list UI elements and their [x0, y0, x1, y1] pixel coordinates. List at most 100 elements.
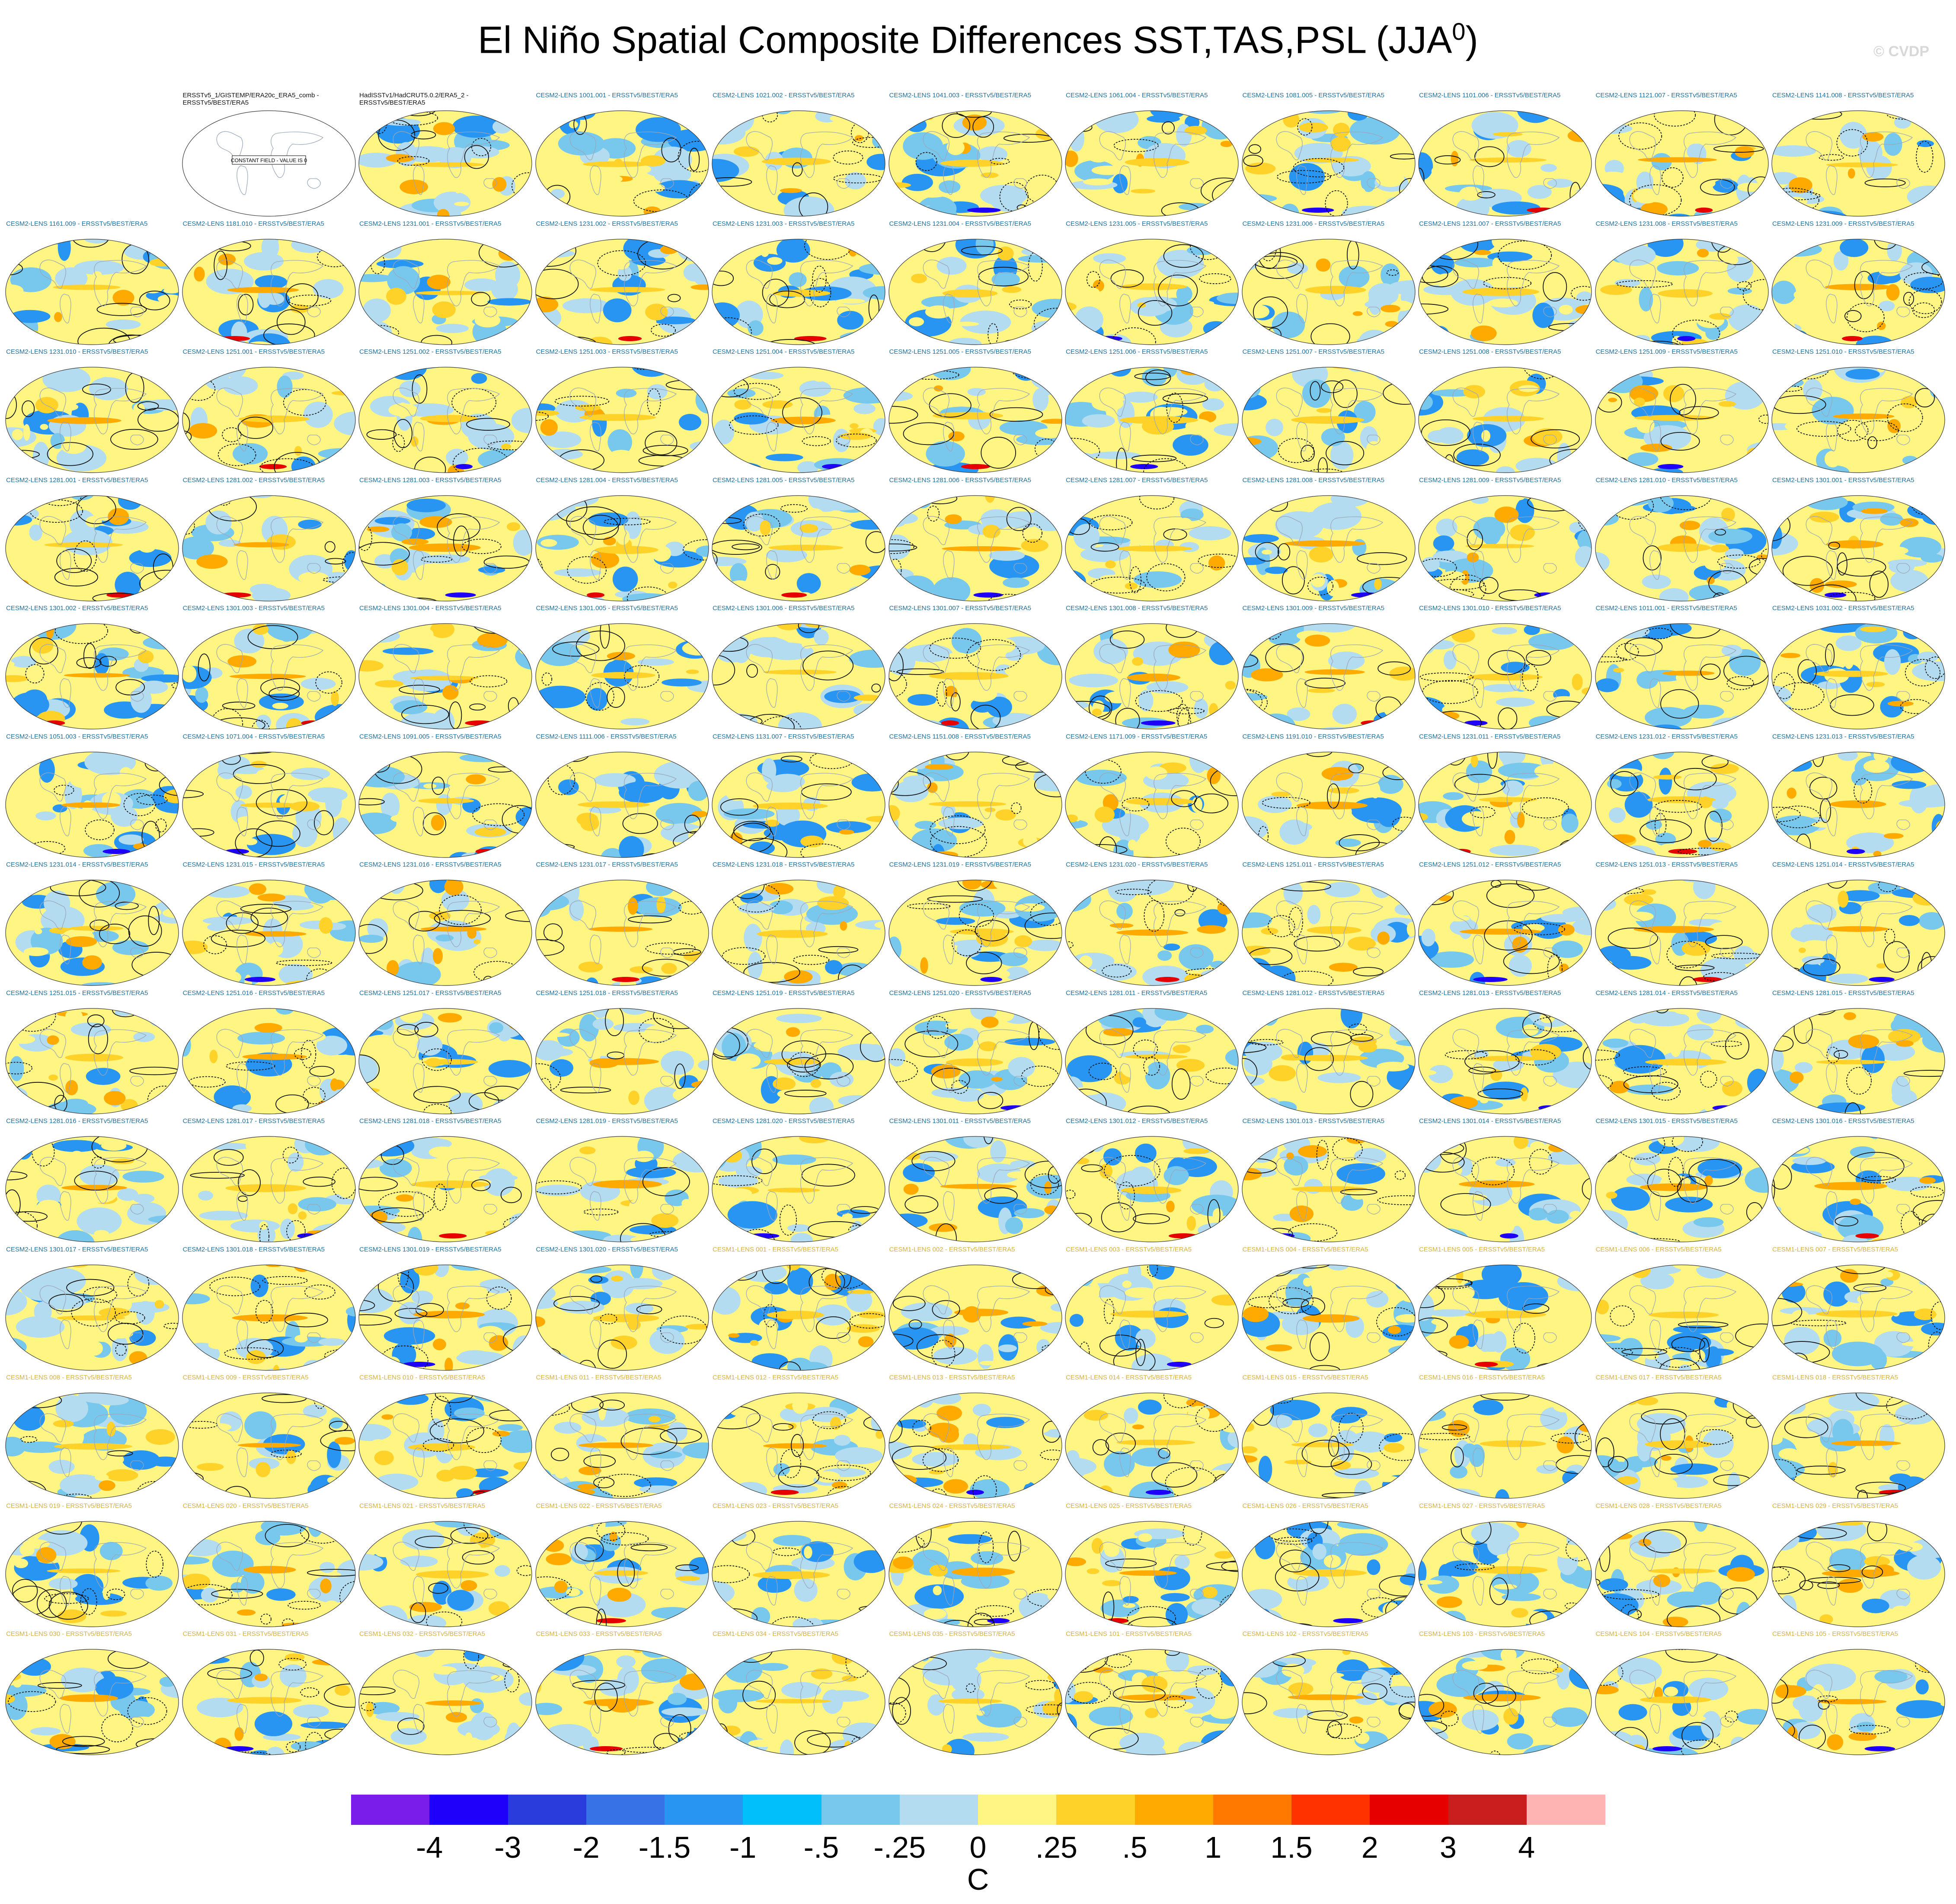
panel-title: CESM2-LENS 1251.009 - ERSSTv5/BEST/ERA5 [1595, 348, 1738, 355]
map-panel: CESM1-LENS 031 - ERSSTv5/BEST/ERA5 [180, 1630, 358, 1760]
map-panel: CESM1-LENS 032 - ERSSTv5/BEST/ERA5 [357, 1630, 534, 1760]
panel-title: CESM1-LENS 021 - ERSSTv5/BEST/ERA5 [359, 1502, 485, 1510]
panel-title: CESM1-LENS 005 - ERSSTv5/BEST/ERA5 [1419, 1245, 1545, 1253]
map-panel: CESM2-LENS 1231.004 - ERSSTv5/BEST/ERA5 [887, 220, 1064, 350]
globe-map [5, 367, 179, 473]
panel-title: CESM2-LENS 1011.001 - ERSSTv5/BEST/ERA5 [1595, 605, 1737, 612]
map-panel: CESM2-LENS 1231.017 - ERSSTv5/BEST/ERA5 [534, 861, 711, 991]
globe-map [888, 1136, 1062, 1242]
globe-map [1065, 1392, 1239, 1499]
panel-title: CESM1-LENS 020 - ERSSTv5/BEST/ERA5 [182, 1502, 309, 1510]
map-panel: CESM1-LENS 021 - ERSSTv5/BEST/ERA5 [357, 1502, 534, 1632]
panel-title: CESM1-LENS 006 - ERSSTv5/BEST/ERA5 [1595, 1245, 1722, 1253]
map-panel: CESM2-LENS 1301.002 - ERSSTv5/BEST/ERA5 [3, 605, 181, 734]
globe-map [358, 623, 532, 730]
map-panel: CESM2-LENS 1231.007 - ERSSTv5/BEST/ERA5 [1416, 220, 1594, 350]
map-panel: CESM1-LENS 101 - ERSSTv5/BEST/ERA5 [1063, 1630, 1240, 1760]
map-panel: CESM2-LENS 1301.016 - ERSSTv5/BEST/ERA5 [1770, 1117, 1947, 1247]
panel-title: CESM2-LENS 1041.003 - ERSSTv5/BEST/ERA5 [889, 92, 1031, 99]
globe-map [5, 1649, 179, 1755]
globe-map [358, 1392, 532, 1499]
panel-title: CESM2-LENS 1181.010 - ERSSTv5/BEST/ERA5 [182, 220, 324, 227]
globe-map [1595, 495, 1769, 602]
panel-title: CESM1-LENS 027 - ERSSTv5/BEST/ERA5 [1419, 1502, 1545, 1510]
panel-title: CESM2-LENS 1301.017 - ERSSTv5/BEST/ERA5 [6, 1245, 148, 1253]
globe-map [1595, 1392, 1769, 1499]
colorbar-swatch [899, 1795, 978, 1825]
panel-title: CESM2-LENS 1251.005 - ERSSTv5/BEST/ERA5 [889, 348, 1031, 355]
panel-title: CESM2-LENS 1161.009 - ERSSTv5/BEST/ERA5 [6, 220, 148, 227]
globe-map [535, 1392, 709, 1499]
globe-map [182, 1008, 356, 1114]
globe-map [535, 751, 709, 858]
globe-map [358, 110, 532, 217]
map-panel: CESM1-LENS 007 - ERSSTv5/BEST/ERA5 [1770, 1246, 1947, 1376]
map-panel: CESM1-LENS 103 - ERSSTv5/BEST/ERA5 [1416, 1630, 1594, 1760]
map-panel: CESM2-LENS 1161.009 - ERSSTv5/BEST/ERA5 [3, 220, 181, 350]
panel-title: CESM2-LENS 1251.008 - ERSSTv5/BEST/ERA5 [1419, 348, 1561, 355]
panel-grid: ERSSTv5_1/GISTEMP/ERA20c_ERA5_comb - ERS… [3, 92, 1947, 1760]
panel-title: CESM1-LENS 007 - ERSSTv5/BEST/ERA5 [1772, 1245, 1898, 1253]
colorbar-tick-label: 4 [1518, 1830, 1535, 1864]
globe-map [1241, 751, 1416, 858]
colorbar-swatch [351, 1795, 430, 1825]
panel-title: CESM2-LENS 1251.017 - ERSSTv5/BEST/ERA5 [359, 989, 502, 997]
colorbar-units: C [967, 1862, 989, 1896]
panel-title: CESM2-LENS 1281.001 - ERSSTv5/BEST/ERA5 [6, 476, 148, 484]
globe-map [1241, 1264, 1416, 1371]
map-panel: CESM2-LENS 1041.003 - ERSSTv5/BEST/ERA5 [887, 92, 1064, 221]
map-panel: CESM1-LENS 013 - ERSSTv5/BEST/ERA5 [887, 1374, 1064, 1504]
colorbar-swatch [586, 1795, 665, 1825]
panel-title: CESM2-LENS 1301.018 - ERSSTv5/BEST/ERA5 [182, 1245, 325, 1253]
panel-title: CESM1-LENS 011 - ERSSTv5/BEST/ERA5 [536, 1374, 662, 1381]
globe-map [888, 238, 1062, 345]
globe-map [182, 880, 356, 986]
map-panel: CESM1-LENS 001 - ERSSTv5/BEST/ERA5 [710, 1246, 887, 1376]
panel-title: CESM2-LENS 1251.015 - ERSSTv5/BEST/ERA5 [6, 989, 148, 997]
map-panel: CESM2-LENS 1301.004 - ERSSTv5/BEST/ERA5 [357, 605, 534, 734]
globe-map [182, 367, 356, 473]
globe-map [1595, 623, 1769, 730]
globe-map [1418, 880, 1592, 986]
panel-title: CESM2-LENS 1061.004 - ERSSTv5/BEST/ERA5 [1066, 92, 1208, 99]
globe-map [1065, 495, 1239, 602]
map-panel: CESM2-LENS 1251.015 - ERSSTv5/BEST/ERA5 [3, 989, 181, 1119]
map-panel: CESM1-LENS 028 - ERSSTv5/BEST/ERA5 [1593, 1502, 1771, 1632]
panel-title: CESM2-LENS 1301.019 - ERSSTv5/BEST/ERA5 [359, 1245, 502, 1253]
globe-map [1418, 495, 1592, 602]
globe-map [1065, 623, 1239, 730]
globe-map [1771, 238, 1945, 345]
panel-title: CESM2-LENS 1301.009 - ERSSTv5/BEST/ERA5 [1242, 605, 1384, 612]
panel-title: CESM2-LENS 1091.005 - ERSSTv5/BEST/ERA5 [359, 733, 502, 740]
globe-map [5, 1392, 179, 1499]
globe-map [1771, 1264, 1945, 1371]
map-panel: CESM2-LENS 1231.005 - ERSSTv5/BEST/ERA5 [1063, 220, 1240, 350]
map-panel: CESM2-LENS 1121.007 - ERSSTv5/BEST/ERA5 [1593, 92, 1771, 221]
panel-title: CESM2-LENS 1231.019 - ERSSTv5/BEST/ERA5 [889, 861, 1031, 868]
globe-map [888, 1392, 1062, 1499]
globe-map [1241, 1649, 1416, 1755]
globe-map [182, 623, 356, 730]
globe-map [1771, 110, 1945, 217]
globe-map [1595, 1008, 1769, 1114]
globe-map [888, 1649, 1062, 1755]
panel-title: CESM1-LENS 008 - ERSSTv5/BEST/ERA5 [6, 1374, 132, 1381]
map-panel: CESM2-LENS 1251.019 - ERSSTv5/BEST/ERA5 [710, 989, 887, 1119]
map-panel: CESM2-LENS 1231.019 - ERSSTv5/BEST/ERA5 [887, 861, 1064, 991]
map-panel: CESM2-LENS 1251.013 - ERSSTv5/BEST/ERA5 [1593, 861, 1771, 991]
globe-map [1065, 1008, 1239, 1114]
panel-title: CESM2-LENS 1251.003 - ERSSTv5/BEST/ERA5 [536, 348, 678, 355]
map-panel: CESM2-LENS 1281.015 - ERSSTv5/BEST/ERA5 [1770, 989, 1947, 1119]
map-panel: CESM2-LENS 1001.001 - ERSSTv5/BEST/ERA5 [534, 92, 711, 221]
globe-map [5, 751, 179, 858]
globe-map [888, 367, 1062, 473]
globe-map [1241, 1008, 1416, 1114]
globe-map [5, 238, 179, 345]
panel-title: CESM1-LENS 017 - ERSSTv5/BEST/ERA5 [1595, 1374, 1722, 1381]
map-panel: CESM2-LENS 1191.010 - ERSSTv5/BEST/ERA5 [1240, 733, 1417, 863]
panel-title: CESM2-LENS 1231.009 - ERSSTv5/BEST/ERA5 [1772, 220, 1914, 227]
map-panel: CESM2-LENS 1301.014 - ERSSTv5/BEST/ERA5 [1416, 1117, 1594, 1247]
panel-title: CESM1-LENS 001 - ERSSTv5/BEST/ERA5 [713, 1245, 838, 1253]
panel-title: CESM2-LENS 1251.019 - ERSSTv5/BEST/ERA5 [713, 989, 855, 997]
globe-map [1418, 751, 1592, 858]
